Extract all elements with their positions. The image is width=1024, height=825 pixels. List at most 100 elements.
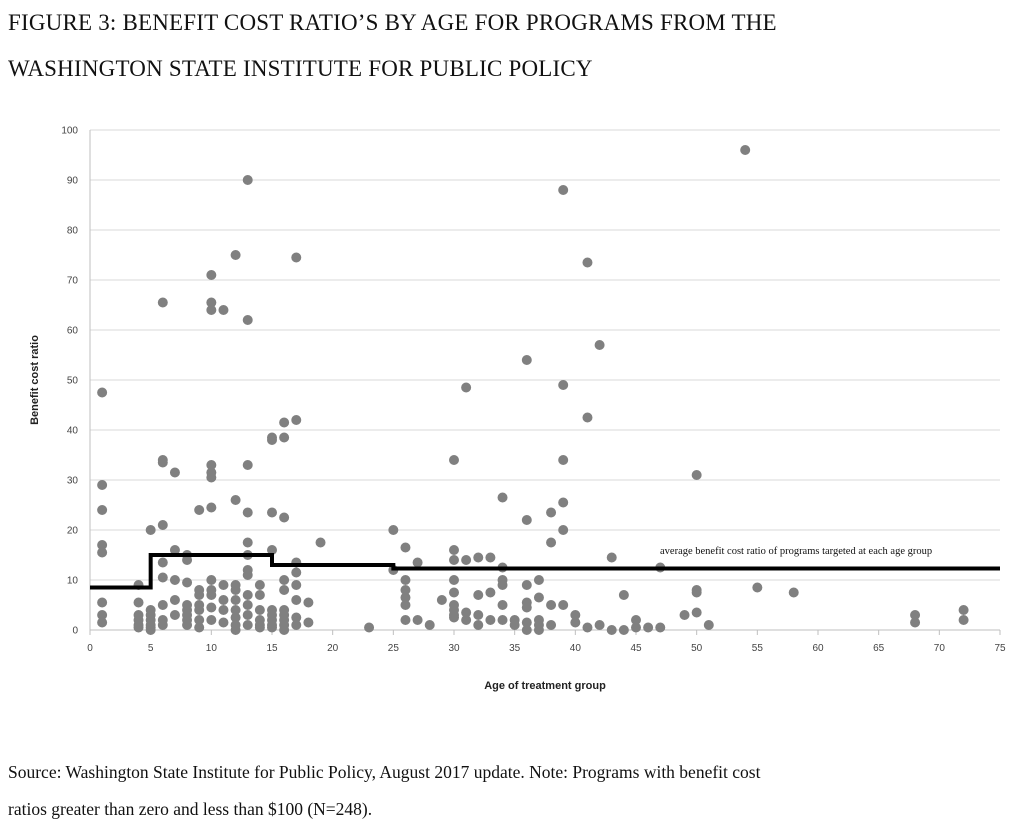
data-point [218, 305, 229, 315]
y-tick-label: 100 [61, 126, 78, 137]
data-point [230, 612, 241, 623]
data-point [449, 575, 459, 585]
data-point [400, 615, 411, 625]
data-point [558, 525, 569, 535]
x-axis-label: Age of treatment group [484, 680, 606, 692]
data-point [291, 567, 302, 578]
data-point [436, 595, 447, 605]
x-tick-label: 75 [994, 643, 1006, 654]
data-point [473, 610, 484, 620]
data-point [740, 145, 751, 155]
data-point [157, 557, 168, 568]
data-point [631, 615, 641, 625]
data-point [400, 592, 411, 603]
data-point [157, 572, 168, 583]
data-point [461, 382, 472, 393]
data-point [218, 595, 229, 605]
data-point [606, 625, 617, 635]
data-point [618, 590, 629, 600]
data-point [206, 270, 217, 280]
figure-title-line-2: WASHINGTON STATE INSTITUTE FOR PUBLIC PO… [8, 56, 593, 81]
data-point [521, 580, 532, 590]
data-point [533, 592, 544, 603]
data-point [194, 505, 205, 515]
data-point [182, 555, 193, 565]
data-point [242, 620, 253, 630]
data-point [206, 602, 217, 613]
data-point [291, 252, 302, 263]
data-point [631, 622, 641, 633]
average-step-line [90, 553, 1000, 590]
data-point [582, 412, 593, 423]
y-tick-label: 90 [67, 176, 79, 187]
figure-title-line-1: FIGURE 3: BENEFIT COST RATIO’S BY AGE FO… [8, 10, 777, 35]
data-point [533, 575, 544, 585]
data-point [194, 622, 205, 633]
data-points [97, 145, 969, 635]
x-tick-label: 50 [691, 643, 703, 654]
data-point [279, 625, 290, 635]
data-point [558, 455, 569, 465]
data-point [254, 605, 265, 615]
gridlines [89, 129, 1001, 635]
data-point [461, 615, 472, 625]
data-point [206, 472, 217, 483]
data-point [958, 615, 969, 625]
data-point [97, 480, 108, 490]
y-tick-label: 20 [67, 526, 79, 537]
data-point [145, 625, 156, 635]
data-point [279, 512, 290, 523]
data-point [97, 597, 108, 608]
data-point [788, 587, 799, 598]
data-point [291, 580, 302, 590]
data-point [449, 587, 459, 598]
data-point [157, 457, 168, 468]
data-point [558, 600, 569, 610]
data-point [97, 610, 108, 620]
data-point [703, 620, 714, 630]
data-point [291, 415, 302, 425]
data-point [194, 615, 205, 625]
data-point [97, 540, 108, 550]
data-point [558, 380, 569, 390]
data-point [279, 585, 290, 595]
y-tick-label: 80 [67, 226, 79, 237]
data-point [521, 602, 532, 613]
data-point [497, 492, 508, 503]
data-point [364, 622, 375, 633]
data-point [206, 502, 217, 513]
x-tick-label: 35 [509, 643, 521, 654]
data-point [157, 520, 168, 530]
data-point [169, 610, 180, 620]
data-point [242, 175, 253, 185]
data-point [133, 597, 144, 608]
x-tick-label: 0 [87, 643, 93, 654]
average-line-annotation: average benefit cost ratio of programs t… [660, 546, 932, 557]
data-point [521, 515, 532, 525]
data-point [182, 620, 193, 630]
data-point [558, 185, 569, 195]
data-point [752, 582, 763, 593]
y-tick-label: 0 [72, 626, 78, 637]
data-point [230, 595, 241, 605]
data-point [157, 600, 168, 610]
data-point [267, 545, 277, 555]
x-tick-label: 15 [266, 643, 278, 654]
data-point [291, 612, 302, 623]
data-point [606, 552, 617, 563]
data-point [242, 610, 253, 620]
x-tick-label: 25 [388, 643, 400, 654]
data-point [449, 555, 459, 565]
data-point [218, 617, 229, 628]
data-point [97, 505, 108, 515]
data-point [242, 507, 253, 518]
data-point [315, 537, 326, 548]
data-point [206, 575, 217, 585]
data-point [910, 610, 921, 620]
data-point [473, 552, 484, 563]
data-point [206, 460, 217, 470]
data-point [449, 545, 459, 555]
data-point [133, 622, 144, 633]
data-point [254, 622, 265, 633]
data-point [169, 545, 180, 555]
